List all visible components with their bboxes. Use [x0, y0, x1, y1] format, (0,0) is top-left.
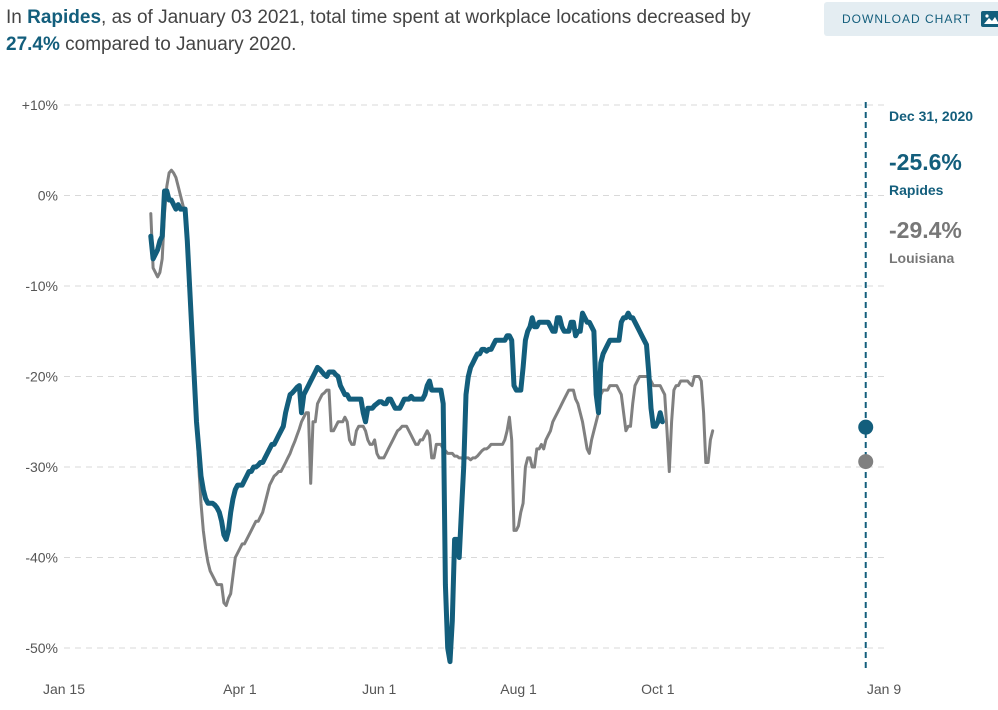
x-tick-label: Jan 9 — [867, 681, 901, 697]
y-tick-label: -10% — [25, 278, 58, 294]
series-line-louisiana — [149, 168, 715, 607]
headline-suffix: compared to January 2020. — [59, 34, 297, 55]
rapides-end-dot — [858, 419, 874, 435]
download-chart-button[interactable]: DOWNLOAD CHART — [824, 2, 998, 36]
y-axis-labels: +10% 0% -10% -20% -30% -40% -50% — [22, 97, 58, 656]
gridlines — [64, 104, 884, 649]
headline-prefix: In — [6, 7, 28, 28]
y-tick-label: +10% — [22, 97, 58, 113]
annotation-date: Dec 31, 2020 — [889, 108, 973, 124]
annotation-rapides-label: Rapides — [889, 182, 944, 198]
y-tick-label: -40% — [25, 550, 58, 566]
image-icon — [981, 11, 998, 27]
headline-place: Rapides — [27, 7, 102, 28]
x-axis-labels: Jan 15 Apr 1 Jun 1 Aug 1 Oct 1 Jan 9 — [43, 681, 901, 697]
x-tick-label: Jun 1 — [362, 681, 396, 697]
headline: In Rapides, as of January 03 2021, total… — [6, 4, 766, 58]
x-tick-label: Aug 1 — [500, 681, 537, 697]
x-tick-label: Oct 1 — [641, 681, 675, 697]
annotation-louisiana-value: -29.4% — [889, 217, 962, 243]
y-tick-label: -30% — [25, 459, 58, 475]
annotation-rapides-value: -25.6% — [889, 149, 962, 175]
x-tick-label: Jan 15 — [43, 681, 85, 697]
headline-mid: , as of January 03 2021, total time spen… — [101, 7, 751, 28]
annotation-louisiana-label: Louisiana — [889, 250, 955, 266]
headline-pct: 27.4% — [6, 34, 60, 55]
series-lines — [148, 168, 715, 665]
y-tick-label: -50% — [25, 640, 58, 656]
download-chart-label: DOWNLOAD CHART — [842, 12, 972, 26]
y-tick-label: -20% — [25, 369, 58, 385]
y-tick-label: 0% — [38, 188, 58, 204]
louisiana-end-dot — [858, 454, 874, 470]
x-tick-label: Apr 1 — [223, 681, 257, 697]
series-line-rapides — [148, 188, 665, 665]
